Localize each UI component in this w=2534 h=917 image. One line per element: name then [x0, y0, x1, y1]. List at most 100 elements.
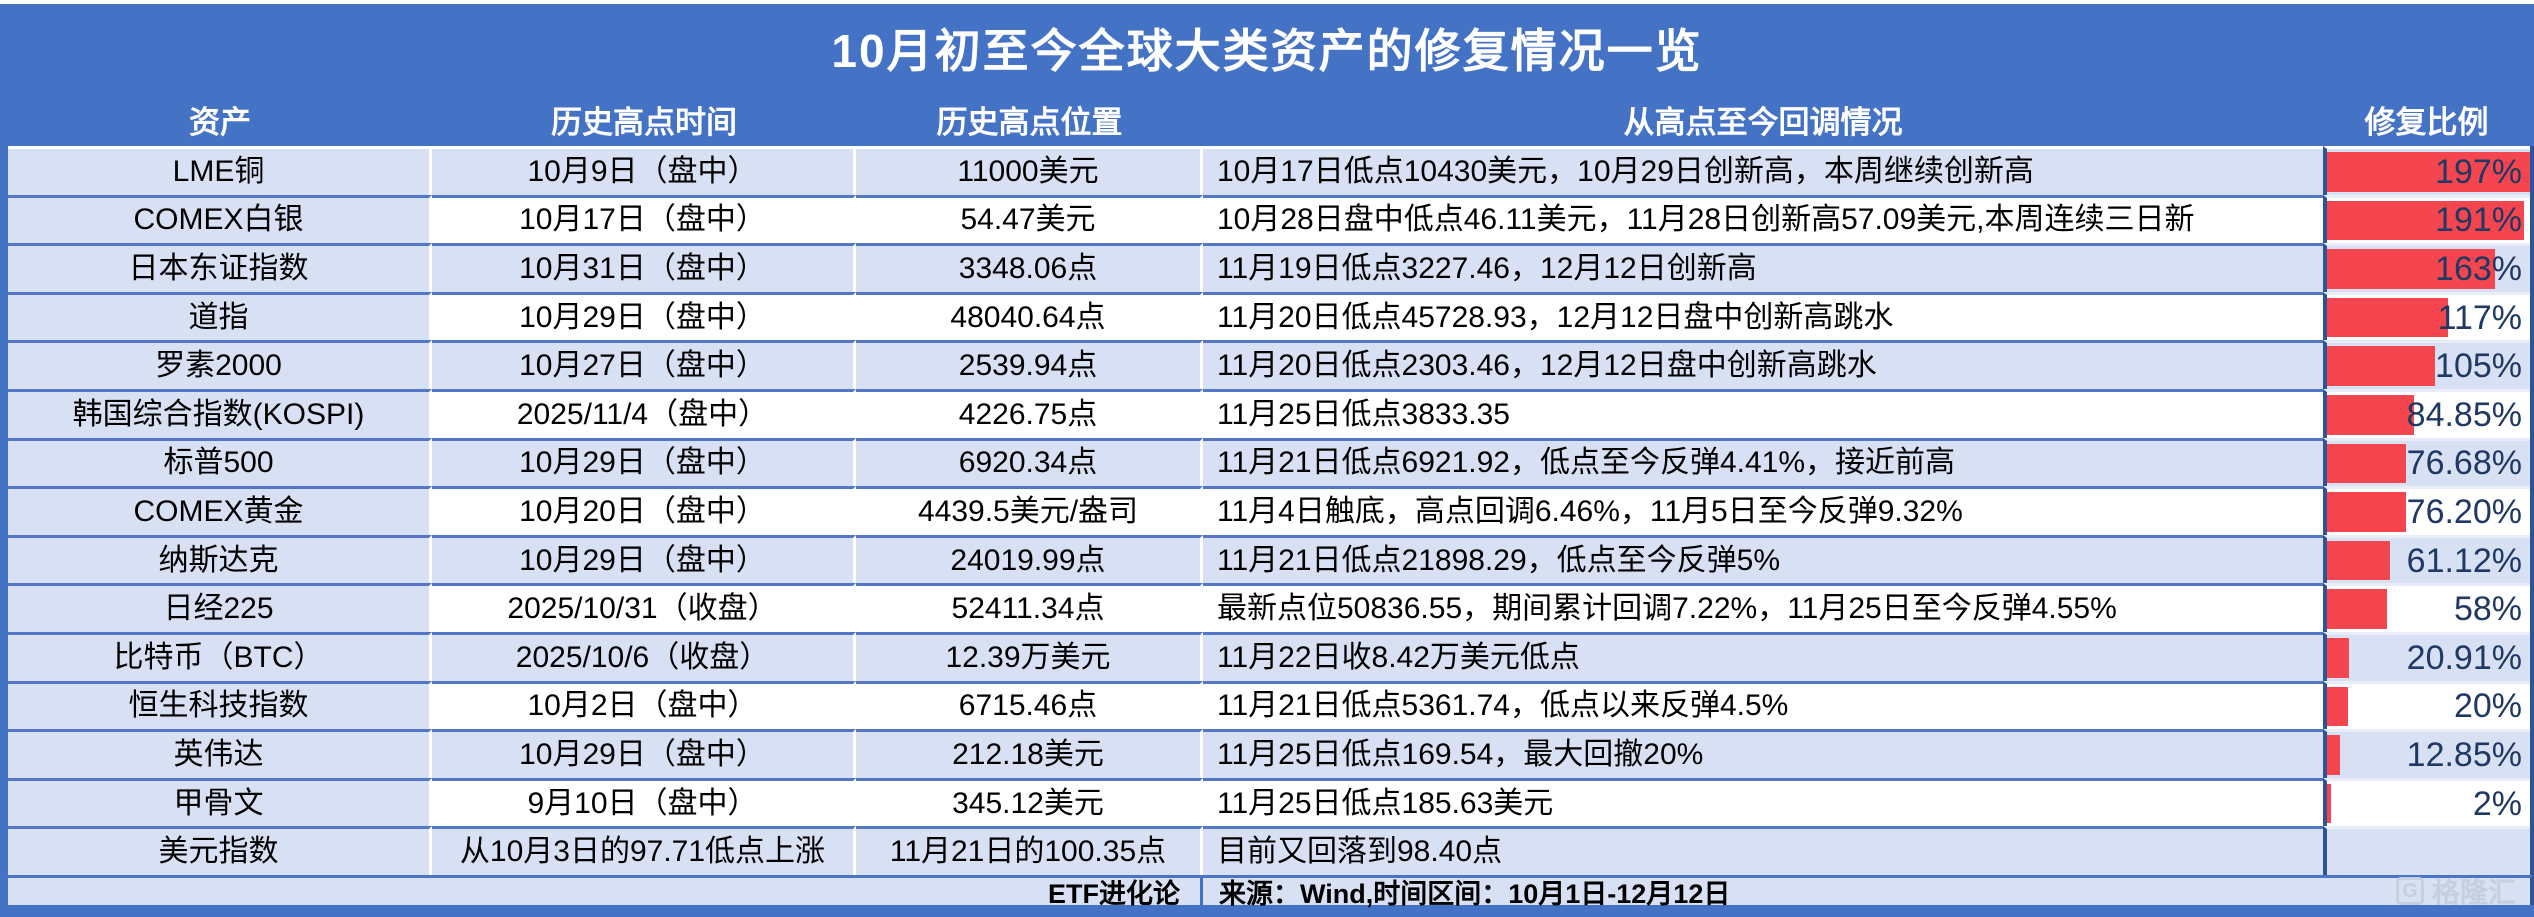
- column-header-high-level: 历史高点位置: [936, 104, 1123, 140]
- high-level: 48040.64点: [856, 291, 1203, 341]
- high-level: 4439.5美元/盎司: [856, 486, 1203, 535]
- recovery-bar: [2327, 783, 2332, 824]
- recovery-ratio-label: 76.20%: [2406, 492, 2522, 531]
- table-row: 恒生科技指数 10月2日（盘中） 6715.46点 11月21日低点5361.74，低…: [8, 680, 2530, 730]
- footer-brand: ETF进化论: [8, 877, 1203, 909]
- column-header-row: 资产 历史高点时间 历史高点位置 从高点至今回调情况 修复比例: [0, 92, 2534, 146]
- recovery-ratio: [2323, 826, 2530, 875]
- high-level: 212.18美元: [856, 729, 1203, 778]
- column-header-asset: 资产: [189, 104, 251, 140]
- high-level: 11000美元: [856, 146, 1203, 195]
- footer-source: 来源：Wind,时间区间：10月1日-12月12日: [1219, 878, 1731, 909]
- high-level: 52411.34点: [856, 583, 1203, 632]
- asset-name: LME铜: [8, 146, 432, 195]
- high-level: 24019.99点: [856, 534, 1203, 584]
- high-level: 2539.94点: [856, 340, 1203, 389]
- asset-name: 日本东证指数: [8, 243, 432, 292]
- asset-name: 美元指数: [8, 826, 432, 875]
- recovery-ratio: 58%: [2323, 583, 2530, 632]
- recovery-ratio-label: 58%: [2453, 590, 2522, 629]
- high-level: 3348.06点: [856, 243, 1203, 292]
- asset-name: 甲骨文: [8, 777, 432, 827]
- column-header-pullback: 从高点至今回调情况: [1623, 104, 1903, 140]
- high-time: 10月2日（盘中）: [432, 680, 856, 730]
- recovery-bar: [2327, 297, 2448, 338]
- high-time: 10月29日（盘中）: [432, 437, 856, 487]
- gelonghui-logo-icon: G: [2395, 877, 2424, 906]
- high-time: 2025/10/6（收盘）: [432, 631, 856, 681]
- table-row: 道指 10月29日（盘中） 48040.64点 11月20日低点45728.93，12…: [8, 291, 2530, 341]
- top-white-strip: [0, 0, 2534, 4]
- table-row: 比特币（BTC） 2025/10/6（收盘） 12.39万美元 11月22日收8.42…: [8, 631, 2530, 681]
- asset-name: 英伟达: [8, 729, 432, 778]
- column-header-high-time: 历史高点时间: [551, 104, 737, 140]
- recovery-bar: [2327, 540, 2390, 581]
- pullback-description: 11月25日低点169.54，最大回撤20%: [1203, 729, 2323, 778]
- recovery-bar: [2327, 637, 2349, 678]
- asset-name: 日经225: [8, 583, 432, 632]
- table-row: 英伟达 10月29日（盘中） 212.18美元 11月25日低点169.54，最大回撤…: [8, 729, 2530, 778]
- high-level: 6715.46点: [856, 680, 1203, 730]
- table-row: 日本东证指数 10月31日（盘中） 3348.06点 11月19日低点3227.46，…: [8, 243, 2530, 292]
- high-level: 345.12美元: [856, 777, 1203, 827]
- recovery-ratio-label: 20%: [2453, 687, 2522, 726]
- asset-name: 韩国综合指数(KOSPI): [8, 388, 432, 438]
- recovery-bar: [2327, 249, 2495, 289]
- recovery-ratio: 61.12%: [2323, 534, 2530, 584]
- pullback-description: 11月4日触底，高点回调6.46%，11月5日至今反弹9.32%: [1203, 486, 2323, 535]
- recovery-ratio-label: 84.85%: [2406, 395, 2522, 434]
- recovery-bar: [2327, 152, 2530, 192]
- high-level: 12.39万美元: [856, 631, 1203, 681]
- high-level: 6920.34点: [856, 437, 1203, 487]
- table-row: 日经225 2025/10/31（收盘） 52411.34点 最新点位50836.55…: [8, 583, 2530, 632]
- recovery-bar: [2327, 735, 2341, 775]
- footer-row: ETF进化论 来源：Wind,时间区间：10月1日-12月12日 G 格隆汇: [0, 874, 2534, 909]
- recovery-ratio: 84.85%: [2323, 388, 2530, 438]
- high-level: 54.47美元: [856, 194, 1203, 244]
- pullback-description: 10月17日低点10430美元，10月29日创新高，本周继续创新高: [1203, 146, 2323, 195]
- table-row: 标普500 10月29日（盘中） 6920.34点 11月21日低点6921.92，低…: [8, 437, 2530, 487]
- high-time: 10月20日（盘中）: [432, 486, 856, 535]
- recovery-ratio: 12.85%: [2323, 729, 2530, 778]
- table-body: LME铜 10月9日（盘中） 11000美元 10月17日低点10430美元，10月2…: [0, 146, 2534, 875]
- pullback-description: 11月20日低点45728.93，12月12日盘中创新高跳水: [1203, 291, 2323, 341]
- recovery-bar: [2327, 443, 2406, 484]
- watermark-text: 格隆汇: [2431, 877, 2516, 909]
- table-row: LME铜 10月9日（盘中） 11000美元 10月17日低点10430美元，10月2…: [8, 146, 2530, 195]
- recovery-ratio-label: 197%: [2435, 152, 2522, 191]
- high-time: 10月17日（盘中）: [432, 194, 856, 244]
- pullback-description: 目前又回落到98.40点: [1203, 826, 2323, 875]
- high-time: 10月31日（盘中）: [432, 243, 856, 292]
- table-row: 罗素2000 10月27日（盘中） 2539.94点 11月20日低点2303.46，…: [8, 340, 2530, 389]
- recovery-ratio: 105%: [2323, 340, 2530, 389]
- recovery-ratio: 76.68%: [2323, 437, 2530, 487]
- recovery-ratio-label: 61.12%: [2406, 541, 2522, 580]
- high-level: 4226.75点: [856, 388, 1203, 438]
- high-level: 11月21日的100.35点: [856, 826, 1203, 875]
- table-row: 美元指数 从10月3日的97.71低点上涨 11月21日的100.35点 目前又回落到…: [8, 826, 2530, 875]
- high-time: 10月27日（盘中）: [432, 340, 856, 389]
- recovery-ratio: 191%: [2323, 194, 2530, 244]
- recovery-bar: [2327, 686, 2348, 727]
- pullback-description: 11月20日低点2303.46，12月12日盘中创新高跳水: [1203, 340, 2323, 389]
- asset-name: 恒生科技指数: [8, 680, 432, 730]
- header-banner: 10月初至今全球大类资产的修复情况一览 资产 历史高点时间 历史高点位置 从高点…: [0, 4, 2534, 146]
- asset-name: 纳斯达克: [8, 534, 432, 584]
- pullback-description: 11月19日低点3227.46，12月12日创新高: [1203, 243, 2323, 292]
- column-header-recovery-ratio: 修复比例: [2364, 104, 2489, 140]
- pullback-description: 11月25日低点185.63美元: [1203, 777, 2323, 827]
- table-row: COMEX黄金 10月20日（盘中） 4439.5美元/盎司 11月4日触底，高点回调…: [8, 486, 2530, 535]
- pullback-description: 11月21日低点21898.29，低点至今反弹5%: [1203, 534, 2323, 584]
- high-time: 10月29日（盘中）: [432, 729, 856, 778]
- high-time: 10月29日（盘中）: [432, 291, 856, 341]
- recovery-bar: [2327, 589, 2387, 629]
- high-time: 2025/11/4（盘中）: [432, 388, 856, 438]
- recovery-ratio-label: 163%: [2435, 249, 2522, 288]
- asset-name: 比特币（BTC）: [8, 631, 432, 681]
- watermark: G 格隆汇: [2395, 877, 2516, 908]
- recovery-bar: [2327, 346, 2436, 386]
- recovery-bar: [2327, 200, 2524, 241]
- recovery-ratio: 2%: [2323, 777, 2530, 827]
- recovery-ratio-label: 12.85%: [2406, 735, 2522, 774]
